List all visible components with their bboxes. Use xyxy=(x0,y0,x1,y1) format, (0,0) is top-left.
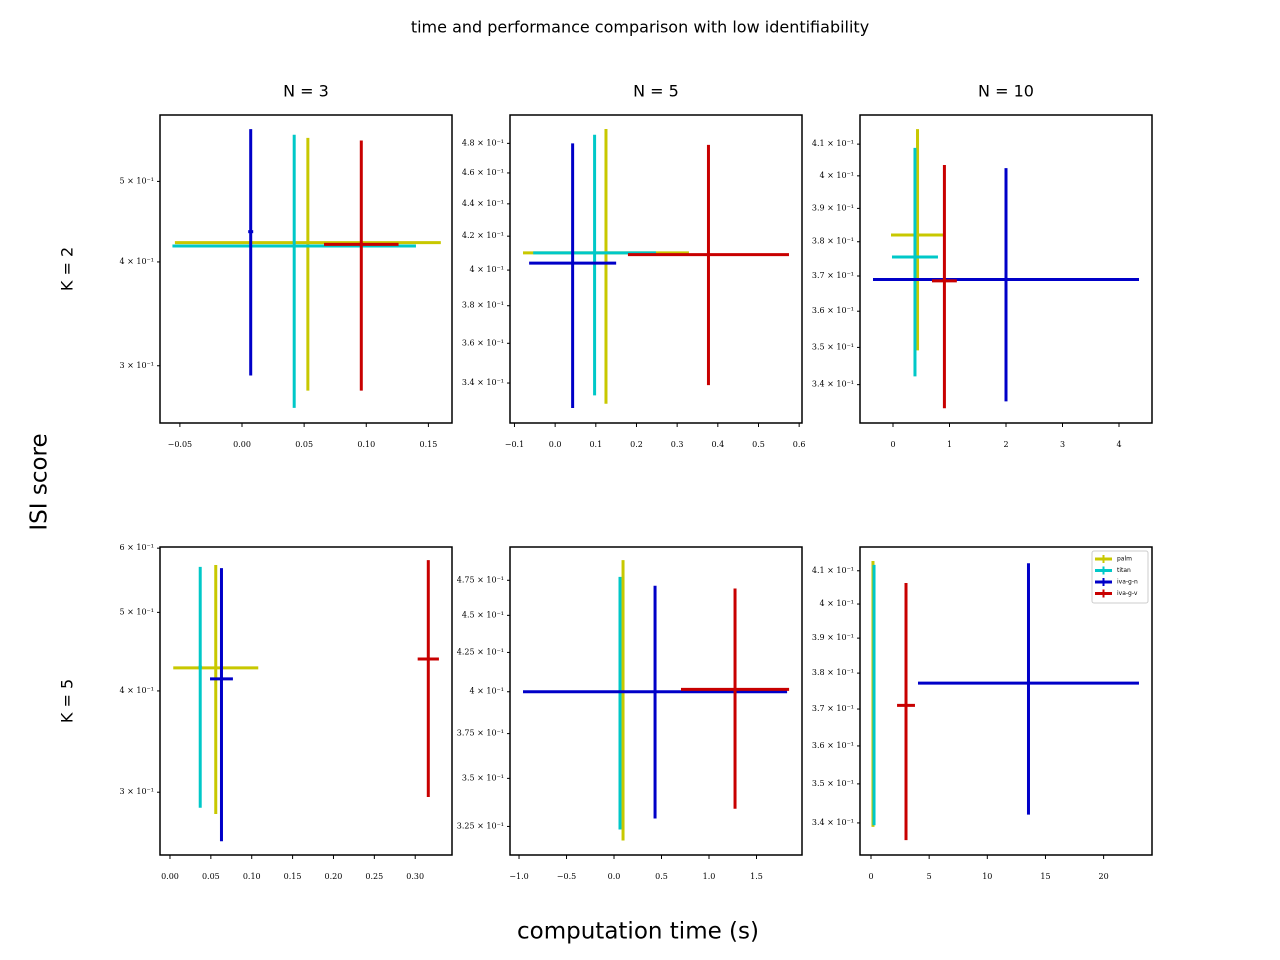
y-tick-label: 3.9 × 10⁻¹ xyxy=(812,633,854,642)
x-tick-label: 0.05 xyxy=(202,872,220,881)
subplot-title: N = 10 xyxy=(978,82,1034,101)
y-tick-label: 5 × 10⁻¹ xyxy=(120,607,155,616)
x-tick-label: 0.25 xyxy=(365,872,383,881)
y-label: ISI score xyxy=(27,433,53,530)
x-tick-label: 0.1 xyxy=(589,440,602,449)
legend-label: palm xyxy=(1117,556,1132,563)
y-tick-label: 5 × 10⁻¹ xyxy=(120,176,155,185)
y-tick-label: 3.75 × 10⁻¹ xyxy=(457,729,504,738)
x-tick-label: 0.00 xyxy=(161,872,179,881)
x-tick-label: −0.1 xyxy=(505,440,524,449)
y-tick-label: 3.7 × 10⁻¹ xyxy=(812,704,854,713)
row-label: K = 5 xyxy=(58,679,77,723)
x-tick-label: 0.0 xyxy=(608,872,621,881)
y-tick-label: 3 × 10⁻¹ xyxy=(120,787,155,796)
y-tick-label: 3.4 × 10⁻¹ xyxy=(812,380,854,389)
x-tick-label: 1 xyxy=(947,440,952,449)
y-tick-label: 4 × 10⁻¹ xyxy=(470,687,505,696)
x-tick-label: 0.05 xyxy=(295,440,313,449)
x-tick-label: 0.0 xyxy=(549,440,562,449)
y-tick-label: 3.4 × 10⁻¹ xyxy=(462,378,504,387)
y-tick-label: 4.25 × 10⁻¹ xyxy=(457,647,504,656)
y-tick-label: 3.5 × 10⁻¹ xyxy=(812,342,854,351)
plot-frame xyxy=(859,546,1153,856)
x-tick-label: 0 xyxy=(890,440,895,449)
y-tick-label: 3.5 × 10⁻¹ xyxy=(462,773,504,782)
y-tick-label: 3 × 10⁻¹ xyxy=(120,361,155,370)
x-tick-label: 15 xyxy=(1040,872,1050,881)
legend-label: titan xyxy=(1117,567,1131,574)
y-tick-label: 3.8 × 10⁻¹ xyxy=(462,301,504,310)
legend-box xyxy=(1091,550,1149,604)
y-tick-label: 4 × 10⁻¹ xyxy=(120,257,155,266)
x-tick-label: 0.15 xyxy=(419,440,437,449)
y-tick-label: 4.6 × 10⁻¹ xyxy=(462,168,504,177)
y-tick-label: 4 × 10⁻¹ xyxy=(470,265,505,274)
x-tick-label: 4 xyxy=(1116,440,1121,449)
subplot-title: N = 5 xyxy=(633,82,679,101)
x-tick-label: 0.10 xyxy=(243,872,261,881)
x-tick-label: 20 xyxy=(1099,872,1109,881)
plot-frame xyxy=(159,114,453,424)
x-tick-label: −0.05 xyxy=(168,440,193,449)
row-label: K = 2 xyxy=(58,247,77,291)
x-tick-label: 2 xyxy=(1003,440,1008,449)
y-tick-label: 3.8 × 10⁻¹ xyxy=(812,237,854,246)
x-tick-label: 0 xyxy=(868,872,873,881)
x-tick-label: 10 xyxy=(982,872,992,881)
y-tick-label: 3.9 × 10⁻¹ xyxy=(812,203,854,212)
y-tick-label: 4.5 × 10⁻¹ xyxy=(462,610,504,619)
y-tick-label: 3.6 × 10⁻¹ xyxy=(812,306,854,315)
y-tick-label: 3.4 × 10⁻¹ xyxy=(812,818,854,827)
x-tick-label: 0.10 xyxy=(357,440,375,449)
legend-label: iva-g-n xyxy=(1117,579,1138,586)
x-tick-label: 0.5 xyxy=(655,872,668,881)
y-tick-label: 4.1 × 10⁻¹ xyxy=(812,139,854,148)
x-tick-label: 0.6 xyxy=(793,440,806,449)
x-tick-label: 0.5 xyxy=(752,440,765,449)
x-tick-label: 0.4 xyxy=(711,440,724,449)
y-tick-label: 3.8 × 10⁻¹ xyxy=(812,668,854,677)
figure-title: time and performance comparison with low… xyxy=(411,18,869,37)
x-tick-label: 5 xyxy=(927,872,932,881)
y-tick-label: 4.4 × 10⁻¹ xyxy=(462,199,504,208)
y-tick-label: 4.1 × 10⁻¹ xyxy=(812,566,854,575)
y-tick-label: 4 × 10⁻¹ xyxy=(820,599,855,608)
x-tick-label: 1.0 xyxy=(703,872,716,881)
x-tick-label: 0.3 xyxy=(671,440,684,449)
plot-frame xyxy=(509,546,803,856)
y-tick-label: 4.2 × 10⁻¹ xyxy=(462,231,504,240)
x-label: computation time (s) xyxy=(517,919,759,945)
x-tick-label: −0.5 xyxy=(557,872,576,881)
y-tick-label: 4 × 10⁻¹ xyxy=(120,686,155,695)
y-tick-label: 3.7 × 10⁻¹ xyxy=(812,271,854,280)
x-tick-label: 0.20 xyxy=(325,872,343,881)
x-tick-label: 0.00 xyxy=(233,440,251,449)
x-tick-label: 1.5 xyxy=(750,872,763,881)
subplot-title: N = 3 xyxy=(283,82,329,101)
y-tick-label: 6 × 10⁻¹ xyxy=(120,543,155,552)
plot-frame xyxy=(159,546,453,856)
y-tick-label: 4.8 × 10⁻¹ xyxy=(462,138,504,147)
legend-label: iva-g-v xyxy=(1117,590,1138,597)
y-tick-label: 3.5 × 10⁻¹ xyxy=(812,779,854,788)
x-tick-label: −1.0 xyxy=(509,872,528,881)
y-tick-label: 3.25 × 10⁻¹ xyxy=(457,821,504,830)
x-tick-label: 0.30 xyxy=(406,872,424,881)
y-tick-label: 3.6 × 10⁻¹ xyxy=(462,338,504,347)
x-tick-label: 0.15 xyxy=(284,872,302,881)
x-tick-label: 0.2 xyxy=(630,440,643,449)
plot-frame xyxy=(509,114,803,424)
y-tick-label: 4.75 × 10⁻¹ xyxy=(457,575,504,584)
x-tick-label: 3 xyxy=(1060,440,1065,449)
y-tick-label: 3.6 × 10⁻¹ xyxy=(812,741,854,750)
y-tick-label: 4 × 10⁻¹ xyxy=(820,171,855,180)
